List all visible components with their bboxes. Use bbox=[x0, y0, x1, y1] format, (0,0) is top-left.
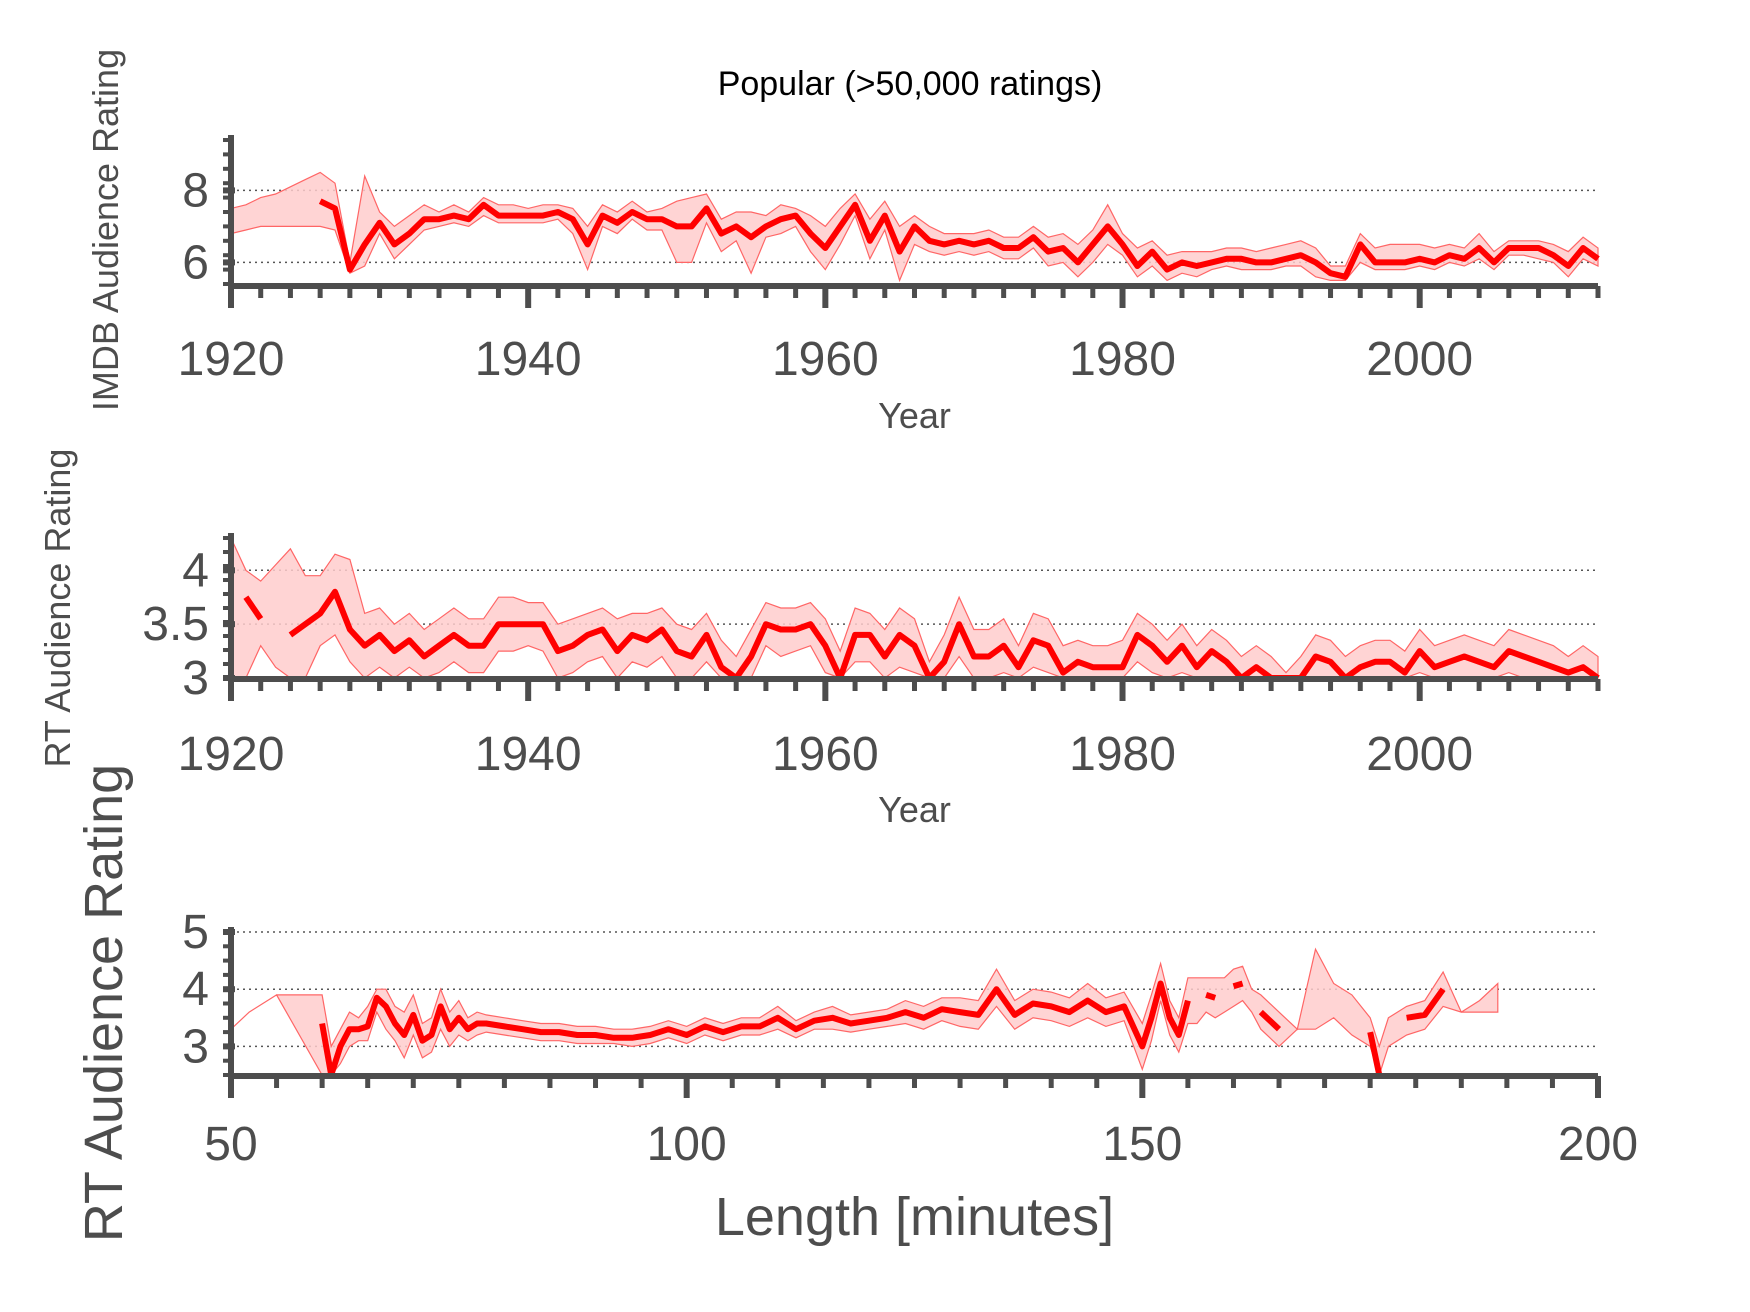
y-axis-label: IMDB Audience Rating bbox=[85, 49, 126, 411]
x-axis-label: Year bbox=[878, 395, 951, 436]
y-tick-label: 8 bbox=[182, 164, 209, 217]
x-tick-label: 1960 bbox=[772, 333, 879, 386]
y-tick-label: 4 bbox=[182, 544, 209, 597]
y-tick-label: 5 bbox=[182, 906, 209, 959]
x-axis-label: Length [minutes] bbox=[715, 1187, 1114, 1247]
x-axis-label: Year bbox=[878, 789, 951, 830]
confidence-band bbox=[230, 537, 1599, 679]
x-tick-label: 1980 bbox=[1069, 728, 1176, 781]
y-axis-label: RT Audience Rating bbox=[37, 449, 78, 768]
x-tick-label: 1920 bbox=[178, 728, 285, 781]
y-axis-label: RT Audience Rating bbox=[74, 764, 134, 1242]
x-tick-label: 1980 bbox=[1069, 333, 1176, 386]
panel-imdb-by-year: 6 8 1920 1940 1960 1980 2000 Year IMDB Audience … bbox=[85, 49, 1601, 436]
series-line bbox=[318, 198, 1600, 280]
figure-title: Popular (>50,000 ratings) bbox=[718, 65, 1103, 103]
x-tick-label: 1940 bbox=[475, 333, 582, 386]
y-tick-label: 3.5 bbox=[142, 598, 209, 651]
panel-rt-by-year: 33.54 1920 1940 1960 1980 2000 Year RT Audience… bbox=[37, 449, 1601, 830]
x-tick-label: 2000 bbox=[1366, 728, 1473, 781]
x-tick-label: 200 bbox=[1558, 1118, 1638, 1171]
y-tick-label: 3 bbox=[182, 1020, 209, 1073]
x-tick-label: 1960 bbox=[772, 728, 879, 781]
x-tick-label: 50 bbox=[204, 1118, 257, 1171]
panel-rt-by-length: 345 50 100 150 200 Length [minutes] RT Audienc… bbox=[74, 764, 1638, 1247]
x-tick-label: 1920 bbox=[178, 333, 285, 386]
y-tick-label: 4 bbox=[182, 963, 209, 1016]
x-tick-label: 1940 bbox=[475, 728, 582, 781]
x-tick-label: 150 bbox=[1102, 1118, 1182, 1171]
series-line bbox=[243, 588, 1600, 681]
series-line bbox=[319, 980, 1446, 1078]
confidence-band bbox=[230, 947, 1499, 1077]
x-tick-label: 100 bbox=[647, 1118, 727, 1171]
y-tick-label: 3 bbox=[182, 652, 209, 705]
y-tick-label: 6 bbox=[182, 236, 209, 289]
x-tick-label: 2000 bbox=[1366, 333, 1473, 386]
